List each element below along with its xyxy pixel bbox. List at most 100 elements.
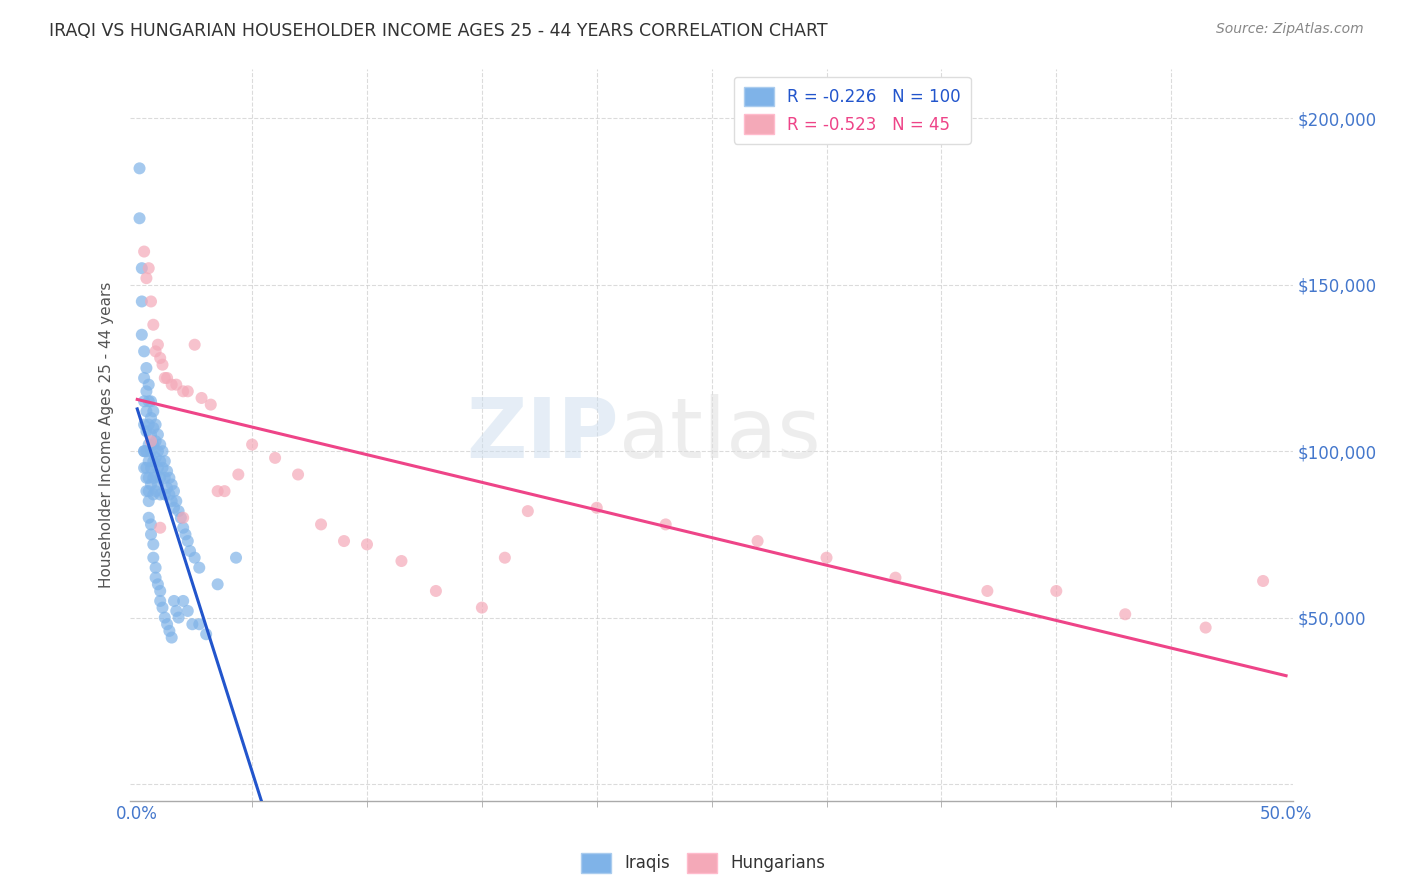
Point: [134, 244, 156, 259]
Text: Source: ZipAtlas.com: Source: ZipAtlas.com: [1216, 22, 1364, 37]
Point: [157, 487, 180, 501]
Point: [135, 424, 157, 438]
Point: [214, 484, 236, 499]
Point: [146, 444, 169, 458]
Legend: Iraqis, Hungarians: Iraqis, Hungarians: [574, 847, 832, 880]
Point: [139, 294, 162, 309]
Point: [240, 437, 263, 451]
Point: [1114, 607, 1136, 622]
Point: [153, 471, 176, 485]
Point: [139, 527, 162, 541]
Point: [138, 494, 160, 508]
Point: [160, 477, 183, 491]
Point: [165, 604, 187, 618]
Point: [135, 361, 157, 376]
Point: [172, 384, 194, 399]
Point: [163, 594, 186, 608]
Point: [138, 454, 160, 468]
Point: [131, 294, 153, 309]
Point: [142, 471, 165, 485]
Point: [174, 527, 197, 541]
Point: [152, 444, 174, 458]
Point: [172, 521, 194, 535]
Point: [139, 394, 162, 409]
Point: [134, 444, 156, 458]
Point: [287, 467, 309, 482]
Point: [138, 394, 160, 409]
Point: [190, 391, 212, 405]
Point: [149, 454, 172, 468]
Point: [139, 411, 162, 425]
Point: [747, 534, 769, 549]
Point: [142, 437, 165, 451]
Point: [152, 358, 174, 372]
Point: [146, 337, 169, 351]
Point: [152, 460, 174, 475]
Point: [179, 544, 201, 558]
Point: [177, 384, 200, 399]
Point: [145, 344, 167, 359]
Point: [138, 510, 160, 524]
Point: [131, 327, 153, 342]
Point: [149, 521, 172, 535]
Point: [128, 161, 150, 176]
Point: [163, 500, 186, 515]
Point: [156, 371, 179, 385]
Point: [135, 271, 157, 285]
Point: [142, 550, 165, 565]
Point: [309, 517, 332, 532]
Point: [135, 404, 157, 418]
Point: [188, 617, 211, 632]
Point: [167, 504, 190, 518]
Point: [135, 444, 157, 458]
Point: [149, 437, 172, 451]
Point: [145, 417, 167, 432]
Point: [138, 471, 160, 485]
Point: [145, 571, 167, 585]
Point: [145, 450, 167, 465]
Point: [145, 560, 167, 574]
Point: [225, 550, 247, 565]
Text: atlas: atlas: [619, 394, 820, 475]
Point: [138, 261, 160, 276]
Point: [494, 550, 516, 565]
Point: [884, 571, 907, 585]
Point: [145, 467, 167, 482]
Legend: R = -0.226   N = 100, R = -0.523   N = 45: R = -0.226 N = 100, R = -0.523 N = 45: [734, 77, 970, 144]
Point: [153, 371, 176, 385]
Point: [200, 398, 222, 412]
Point: [142, 318, 165, 332]
Point: [160, 377, 183, 392]
Point: [177, 534, 200, 549]
Point: [145, 434, 167, 449]
Point: [165, 494, 187, 508]
Point: [149, 471, 172, 485]
Point: [153, 454, 176, 468]
Point: [333, 534, 356, 549]
Point: [356, 537, 378, 551]
Point: [160, 631, 183, 645]
Point: [183, 337, 205, 351]
Point: [172, 594, 194, 608]
Point: [142, 421, 165, 435]
Point: [134, 344, 156, 359]
Point: [156, 481, 179, 495]
Point: [149, 351, 172, 365]
Point: [134, 444, 156, 458]
Point: [135, 484, 157, 499]
Point: [157, 624, 180, 638]
Point: [139, 444, 162, 458]
Point: [172, 510, 194, 524]
Point: [128, 211, 150, 226]
Point: [138, 484, 160, 499]
Point: [142, 404, 165, 418]
Point: [183, 550, 205, 565]
Point: [131, 261, 153, 276]
Point: [139, 517, 162, 532]
Point: [585, 500, 607, 515]
Point: [134, 371, 156, 385]
Point: [1045, 584, 1067, 599]
Point: [134, 417, 156, 432]
Point: [142, 454, 165, 468]
Point: [135, 471, 157, 485]
